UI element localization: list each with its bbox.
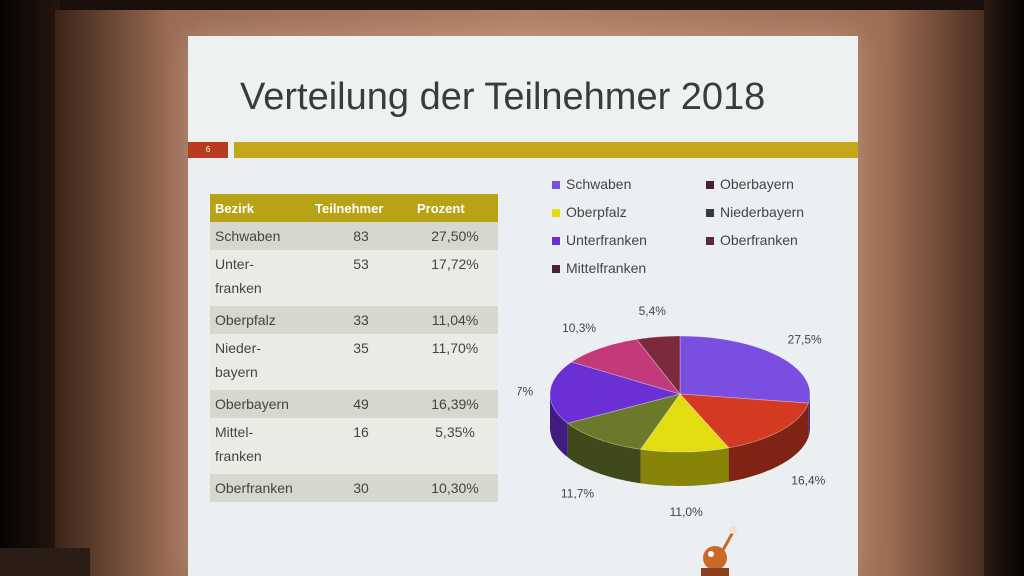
slide-header: Verteilung der Teilnehmer 2018 [188,36,858,140]
slide-title: Verteilung der Teilnehmer 2018 [240,76,766,118]
legend-item: Oberfranken [706,232,798,248]
cell-bezirk: Oberpfalz [210,306,310,334]
pie-slice-mittelfranken [635,335,681,396]
pie-slice-unterfranken [549,361,682,424]
slide-number: 6 [188,142,228,158]
pie-data-label: 11,0% [670,505,703,519]
cell-bezirk: Mittel-franken [210,418,310,474]
pie-data-label: 11,7% [561,487,594,501]
pie-chart: 27,5% 16,4% 11,0% 11,7% 17,7% 10,3% 5,4% [499,296,858,556]
pie-slice-oberbayern [679,393,809,449]
pie-data-label: 5,4% [639,304,667,318]
legend-item: Schwaben [552,176,631,192]
pie-slice-side [808,394,810,438]
pie-slice-niederbayern [566,393,681,450]
legend-swatch [706,209,714,218]
header-teilnehmer: Teilnehmer [310,194,412,222]
cell-bezirk-line1: Unter- [215,256,254,272]
legend-item: Unterfranken [552,232,647,248]
cell-prozent: 17,72% [412,250,498,306]
cell-bezirk-line1: Mittel- [215,424,254,440]
legend-item: Oberpfalz [552,204,627,220]
legend-swatch [552,181,560,190]
legend-label: Unterfranken [566,232,647,248]
cell-teilnehmer: 30 [310,474,412,502]
cell-bezirk-line2: franken [215,448,262,464]
legend-label: Mittelfranken [566,260,647,276]
legend-swatch [552,209,560,218]
cell-prozent: 11,04% [412,306,498,334]
table-header-row: Bezirk Teilnehmer Prozent [210,194,498,222]
legend-label: Schwaben [566,176,632,192]
pie-data-label: 16,4% [791,473,825,487]
projection-screen: Verteilung der Teilnehmer 2018 6 Bezirk … [188,36,858,576]
podium [0,548,90,576]
cell-bezirk: Schwaben [210,222,310,250]
participants-table: Bezirk Teilnehmer Prozent Schwaben 83 27… [210,194,498,502]
cell-teilnehmer: 49 [310,390,412,418]
cell-prozent: 10,30% [412,474,498,502]
legend-swatch [552,237,560,246]
cell-prozent: 27,50% [412,222,498,250]
cell-bezirk-line2: franken [215,280,262,296]
legend-swatch [552,265,560,274]
pie-data-label: 27,5% [788,332,822,346]
cell-prozent: 11,70% [412,334,498,390]
legend-label: Oberpfalz [566,204,627,220]
pie-slice-side [567,423,641,484]
cell-bezirk: Oberbayern [210,390,310,418]
cell-bezirk: Unter-franken [210,250,310,306]
cell-bezirk-line2: bayern [215,364,258,380]
pie-chart-svg: 27,5% 16,4% 11,0% 11,7% 17,7% 10,3% 5,4% [499,304,826,519]
cell-teilnehmer: 53 [310,250,412,306]
cell-bezirk: Nieder-bayern [210,334,310,390]
cell-teilnehmer: 16 [310,418,412,474]
pie-slice-side [640,447,729,486]
legend-item: Mittelfranken [552,260,646,276]
legend-item: Oberbayern [706,176,794,192]
cell-bezirk: Oberfranken [210,474,310,502]
pie-slice-schwaben [679,335,811,404]
cell-bezirk-line1: Nieder- [215,340,261,356]
table-row: Oberpfalz 33 11,04% [210,306,498,334]
header-prozent: Prozent [412,194,498,222]
legend-label: Oberbayern [720,176,794,192]
table-row: Unter-franken 53 17,72% [210,250,498,306]
cell-prozent: 5,35% [412,418,498,474]
table-row: Schwaben 83 27,50% [210,222,498,250]
table-row: Nieder-bayern 35 11,70% [210,334,498,390]
pie-slice-oberpfalz [639,393,730,453]
table-row: Oberfranken 30 10,30% [210,474,498,502]
stage-curtain-left [0,0,60,576]
pie-data-label: 17,7% [518,385,533,399]
pie-slice-side [728,403,809,482]
stage-curtain-right [984,0,1024,576]
legend-item: Niederbayern [706,204,804,220]
cell-teilnehmer: 83 [310,222,412,250]
legend-swatch [706,181,714,190]
table-row: Oberbayern 49 16,39% [210,390,498,418]
mascot-figure [701,526,737,576]
legend-swatch [706,237,714,246]
pie-slice-oberfranken [570,338,682,395]
legend-label: Oberfranken [720,232,798,248]
pie-slice-side [550,394,568,458]
pie-data-label: 10,3% [562,321,596,335]
cell-teilnehmer: 33 [310,306,412,334]
cell-teilnehmer: 35 [310,334,412,390]
table-row: Mittel-franken 16 5,35% [210,418,498,474]
legend-label: Niederbayern [720,204,805,220]
accent-bar [234,142,858,158]
header-bezirk: Bezirk [210,194,310,222]
cell-prozent: 16,39% [412,390,498,418]
